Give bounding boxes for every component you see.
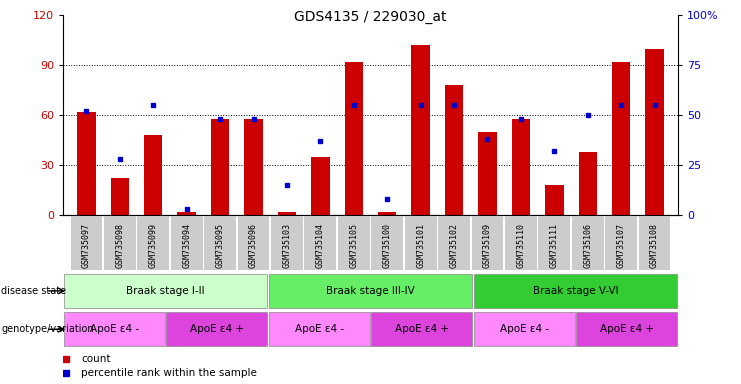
Text: GSM735095: GSM735095 bbox=[216, 223, 225, 268]
Bar bbox=[166, 313, 268, 346]
Bar bbox=[311, 157, 330, 215]
Bar bbox=[438, 215, 470, 270]
Text: ApoE ε4 +: ApoE ε4 + bbox=[599, 324, 654, 334]
Text: GSM735110: GSM735110 bbox=[516, 223, 525, 268]
Bar bbox=[371, 313, 472, 346]
Bar bbox=[645, 49, 664, 215]
Bar bbox=[104, 215, 136, 270]
Text: GSM735109: GSM735109 bbox=[483, 223, 492, 268]
Bar bbox=[70, 215, 102, 270]
Bar bbox=[378, 212, 396, 215]
Text: Braak stage I-II: Braak stage I-II bbox=[126, 286, 205, 296]
Bar bbox=[110, 179, 129, 215]
Bar bbox=[512, 119, 530, 215]
Text: GSM735107: GSM735107 bbox=[617, 223, 625, 268]
Text: GSM735099: GSM735099 bbox=[149, 223, 158, 268]
Text: Braak stage V-VI: Braak stage V-VI bbox=[533, 286, 618, 296]
Text: GSM735102: GSM735102 bbox=[450, 223, 459, 268]
Text: disease state: disease state bbox=[1, 286, 67, 296]
Text: GSM735103: GSM735103 bbox=[282, 223, 291, 268]
Text: GSM735111: GSM735111 bbox=[550, 223, 559, 268]
Text: ApoE ε4 -: ApoE ε4 - bbox=[499, 324, 549, 334]
Bar bbox=[77, 112, 96, 215]
Bar bbox=[144, 135, 162, 215]
Bar bbox=[170, 215, 202, 270]
Bar bbox=[271, 215, 303, 270]
Bar bbox=[338, 215, 370, 270]
Bar bbox=[211, 119, 229, 215]
Bar bbox=[305, 215, 336, 270]
Text: percentile rank within the sample: percentile rank within the sample bbox=[82, 368, 257, 378]
Text: GSM735097: GSM735097 bbox=[82, 223, 91, 268]
Bar bbox=[371, 215, 403, 270]
Bar bbox=[545, 185, 564, 215]
Bar bbox=[411, 45, 430, 215]
Bar bbox=[505, 215, 536, 270]
Bar bbox=[473, 313, 575, 346]
Text: GDS4135 / 229030_at: GDS4135 / 229030_at bbox=[294, 10, 447, 23]
Bar bbox=[605, 215, 637, 270]
Bar bbox=[64, 313, 165, 346]
Bar bbox=[445, 85, 463, 215]
Text: ApoE ε4 +: ApoE ε4 + bbox=[190, 324, 244, 334]
Bar bbox=[473, 274, 677, 308]
Bar bbox=[269, 313, 370, 346]
Bar bbox=[205, 215, 236, 270]
Text: GSM735108: GSM735108 bbox=[650, 223, 659, 268]
Text: GSM735100: GSM735100 bbox=[382, 223, 392, 268]
Bar bbox=[576, 313, 677, 346]
Bar bbox=[245, 119, 263, 215]
Text: GSM735094: GSM735094 bbox=[182, 223, 191, 268]
Bar bbox=[478, 132, 496, 215]
Bar bbox=[269, 274, 472, 308]
Bar bbox=[539, 215, 571, 270]
Bar bbox=[612, 62, 631, 215]
Text: GSM735096: GSM735096 bbox=[249, 223, 258, 268]
Text: GSM735105: GSM735105 bbox=[349, 223, 359, 268]
Bar bbox=[639, 215, 671, 270]
Text: GSM735106: GSM735106 bbox=[583, 223, 592, 268]
Text: ApoE ε4 -: ApoE ε4 - bbox=[295, 324, 344, 334]
Text: ApoE ε4 +: ApoE ε4 + bbox=[395, 324, 449, 334]
Bar bbox=[64, 274, 268, 308]
Text: genotype/variation: genotype/variation bbox=[1, 324, 94, 334]
Bar bbox=[278, 212, 296, 215]
Bar bbox=[405, 215, 436, 270]
Bar bbox=[471, 215, 503, 270]
Text: GSM735104: GSM735104 bbox=[316, 223, 325, 268]
Text: GSM735098: GSM735098 bbox=[116, 223, 124, 268]
Text: Braak stage III-IV: Braak stage III-IV bbox=[326, 286, 415, 296]
Bar bbox=[137, 215, 169, 270]
Bar bbox=[579, 152, 597, 215]
Bar bbox=[177, 212, 196, 215]
Bar bbox=[572, 215, 604, 270]
Text: ApoE ε4 -: ApoE ε4 - bbox=[90, 324, 139, 334]
Bar bbox=[345, 62, 363, 215]
Text: GSM735101: GSM735101 bbox=[416, 223, 425, 268]
Text: count: count bbox=[82, 354, 111, 364]
Bar bbox=[238, 215, 270, 270]
